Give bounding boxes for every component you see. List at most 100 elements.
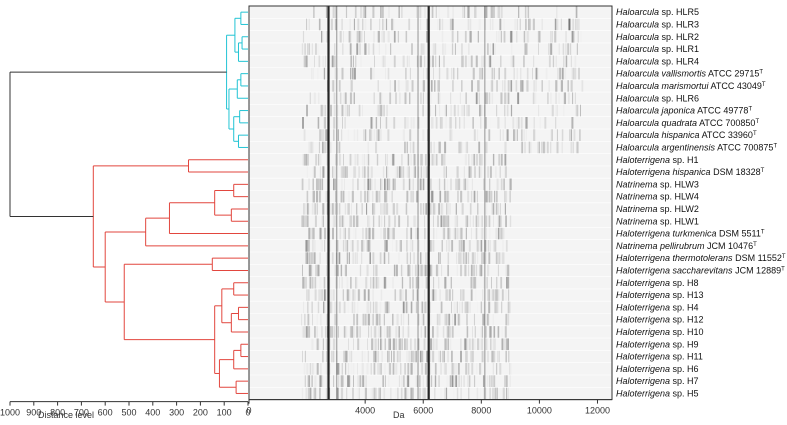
spectrum-peak — [373, 387, 376, 400]
spectrum-peak — [302, 276, 304, 289]
strain-id: sp. H13 — [670, 290, 704, 300]
spectrum-peak — [375, 325, 377, 339]
spectrum-peak — [464, 178, 467, 191]
spectrum-peak — [306, 18, 308, 31]
spectrum-peak — [446, 67, 449, 80]
spectrum-peak — [379, 92, 382, 105]
spectrum-peak — [500, 30, 502, 43]
spectrum-peak — [485, 6, 488, 19]
spectrum-peak — [572, 18, 574, 31]
type-strain-mark: T — [755, 119, 759, 125]
spectrum-peak — [435, 202, 436, 216]
spectrum-peak — [380, 116, 381, 129]
spectrum-peak — [493, 42, 496, 56]
spectrum-peak — [326, 264, 327, 277]
spectrum-peak — [517, 116, 520, 129]
spectrum-peak — [359, 264, 362, 277]
spectrum-peak — [375, 301, 377, 314]
spectrum-peak — [555, 55, 557, 68]
spectrum-peak — [431, 153, 434, 166]
spectrum-peak — [409, 239, 412, 252]
spectrum-peak — [341, 375, 344, 388]
strain-label: Haloterrigena sp. H12 — [616, 315, 704, 325]
spectrum-peak — [481, 55, 484, 68]
spectrum-peak — [530, 141, 532, 154]
spectrum-peak — [395, 92, 397, 105]
spectrum-peak — [424, 55, 426, 68]
spectrum-row — [249, 177, 612, 191]
spectrum-peak — [357, 288, 360, 302]
spectrum-peak — [498, 288, 500, 302]
spectrum-peak — [499, 362, 502, 375]
spectrum-peak — [424, 6, 426, 19]
spectrum-peak — [446, 104, 447, 117]
spectrum-peak — [489, 387, 491, 400]
spectrum-peak — [451, 362, 454, 375]
strain-taxon: Haloarcula — [616, 32, 659, 42]
spectrum-peak — [483, 55, 485, 68]
spectrum-peak — [302, 264, 303, 277]
spectrum-peak — [394, 288, 397, 302]
spectrum-peak — [306, 153, 309, 166]
spectrum-peak — [342, 288, 345, 302]
spectrum-peak — [324, 116, 326, 129]
spectrum-peak — [563, 104, 565, 117]
spectrum-peak — [478, 18, 481, 31]
spectrum-peak — [377, 362, 378, 375]
dendrogram-tick-label: 1000 — [0, 408, 20, 418]
spectrum-peak — [461, 104, 464, 117]
spectrum-peak — [303, 325, 305, 339]
spectrum-peak — [309, 387, 312, 400]
spectrum-peak — [335, 190, 337, 203]
spectrum-peak — [352, 178, 354, 191]
spectrum-peak — [481, 239, 483, 252]
spectrum-peak — [494, 338, 496, 351]
spectrum-peak — [467, 375, 469, 388]
spectrum-peak — [340, 264, 342, 277]
spectrum-peak — [522, 141, 524, 154]
spectrum-peak — [353, 288, 356, 302]
spectrum-peak — [464, 264, 467, 277]
spectrum-peak — [474, 6, 477, 19]
spectrum-peak — [325, 129, 328, 142]
spectrum-peak — [449, 18, 451, 31]
spectrum-peak — [407, 362, 410, 375]
spectrum-peak — [373, 362, 376, 375]
spectrum-peak — [571, 116, 574, 129]
strain-label: Haloterrigena sp. H8 — [616, 278, 699, 288]
spectrum-peak — [318, 338, 321, 351]
spectrum-peak — [362, 18, 364, 31]
spectrum-peak — [454, 215, 455, 228]
spectrum-peak — [571, 129, 572, 142]
spectrum-peak — [415, 264, 417, 277]
spectrum-peak — [451, 301, 452, 314]
spectrum-peak — [370, 116, 373, 129]
spectrum-peak — [429, 338, 432, 351]
spectrum-peak — [439, 190, 441, 203]
spectrum-peak — [411, 190, 414, 203]
spectrum-peak — [489, 375, 493, 388]
spectrum-peak — [528, 18, 530, 31]
spectrum-peak — [302, 350, 303, 363]
spectrum-peak — [384, 215, 386, 228]
spectrum-peak — [397, 79, 400, 93]
spectrum-peak — [526, 129, 527, 142]
spectrum-peak — [439, 116, 442, 129]
spectrum-peak — [501, 325, 504, 339]
spectrum-peak — [388, 375, 390, 388]
spectrum-peak — [510, 104, 513, 117]
spectrum-peak — [318, 288, 320, 302]
spectrum-peak — [391, 227, 394, 240]
spectrum-peak — [500, 92, 503, 105]
spectrum-peak — [439, 18, 441, 31]
spectrum-peak — [439, 288, 441, 302]
spectrum-peak — [510, 215, 513, 228]
conserved-peak — [417, 6, 419, 400]
spectrum-peak — [329, 227, 331, 240]
spectrum-peak — [442, 215, 445, 228]
spectrum-peak — [379, 252, 382, 265]
spectrum-peak — [421, 350, 423, 363]
spectrum-peak — [574, 55, 577, 68]
spectrum-peak — [535, 67, 538, 80]
spectrum-peak — [526, 67, 529, 80]
